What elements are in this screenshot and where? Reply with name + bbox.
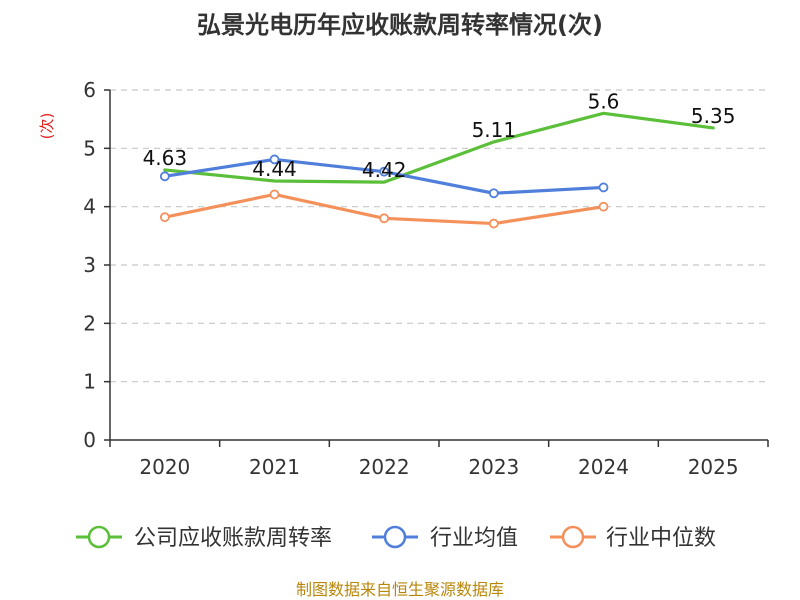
data-label: 5.35 — [691, 104, 736, 128]
data-label: 4.63 — [143, 146, 188, 170]
data-label: 5.6 — [588, 89, 620, 113]
series-line — [163, 111, 715, 184]
y-tick-label: 5 — [83, 136, 96, 160]
y-tick-label: 2 — [83, 311, 96, 335]
data-point — [488, 218, 499, 229]
x-tick-label: 2025 — [688, 455, 739, 479]
data-point — [269, 189, 280, 200]
axes — [104, 89, 769, 447]
series-0 — [163, 111, 715, 184]
legend-item: 行业均值 — [372, 525, 518, 551]
y-tick-label: 6 — [83, 78, 96, 102]
series-2 — [159, 189, 609, 229]
legend-label: 行业中位数 — [606, 526, 716, 551]
x-tick-labels: 2020 2021 2022 2023 2024 2025 — [139, 455, 738, 479]
data-point — [379, 213, 390, 224]
data-labels: 4.63 4.44 4.42 5.11 5.6 5.35 — [143, 89, 736, 182]
data-point — [598, 201, 609, 212]
data-point — [159, 171, 170, 182]
data-point — [269, 154, 280, 165]
x-tick-label: 2024 — [578, 455, 629, 479]
legend: 公司应收账款周转率 行业均值 行业中位数 — [76, 525, 716, 551]
y-tick-label: 1 — [83, 370, 96, 394]
data-label: 4.42 — [362, 158, 407, 182]
chart-title: 弘景光电历年应收账款周转率情况(次) — [197, 11, 603, 39]
x-tick-label: 2022 — [359, 455, 410, 479]
legend-label: 行业均值 — [430, 526, 518, 551]
legend-item: 行业中位数 — [550, 525, 716, 551]
x-tick-label: 2021 — [249, 455, 300, 479]
data-source-note: 制图数据来自恒生聚源数据库 — [296, 580, 504, 599]
legend-swatch-marker — [383, 525, 407, 549]
y-tick-label: 0 — [83, 428, 96, 452]
y-tick-label: 4 — [83, 195, 96, 219]
x-tick-label: 2020 — [139, 455, 190, 479]
data-label: 4.44 — [252, 157, 297, 181]
legend-label: 公司应收账款周转率 — [134, 526, 332, 551]
data-point — [598, 182, 609, 193]
series-1 — [159, 154, 609, 199]
legend-swatch-marker — [87, 525, 111, 549]
data-point — [379, 166, 390, 177]
y-tick-labels: 0 1 2 3 4 5 6 — [83, 78, 96, 452]
data-label: 5.11 — [472, 118, 517, 142]
legend-swatch-marker — [561, 525, 585, 549]
gridlines — [110, 89, 768, 383]
legend-item: 公司应收账款周转率 — [76, 525, 332, 551]
y-tick-label: 3 — [83, 253, 96, 277]
series-layer — [159, 111, 715, 229]
x-tick-label: 2023 — [468, 455, 519, 479]
data-point — [488, 188, 499, 199]
y-axis-label: (次) — [38, 113, 56, 140]
data-point — [159, 212, 170, 223]
